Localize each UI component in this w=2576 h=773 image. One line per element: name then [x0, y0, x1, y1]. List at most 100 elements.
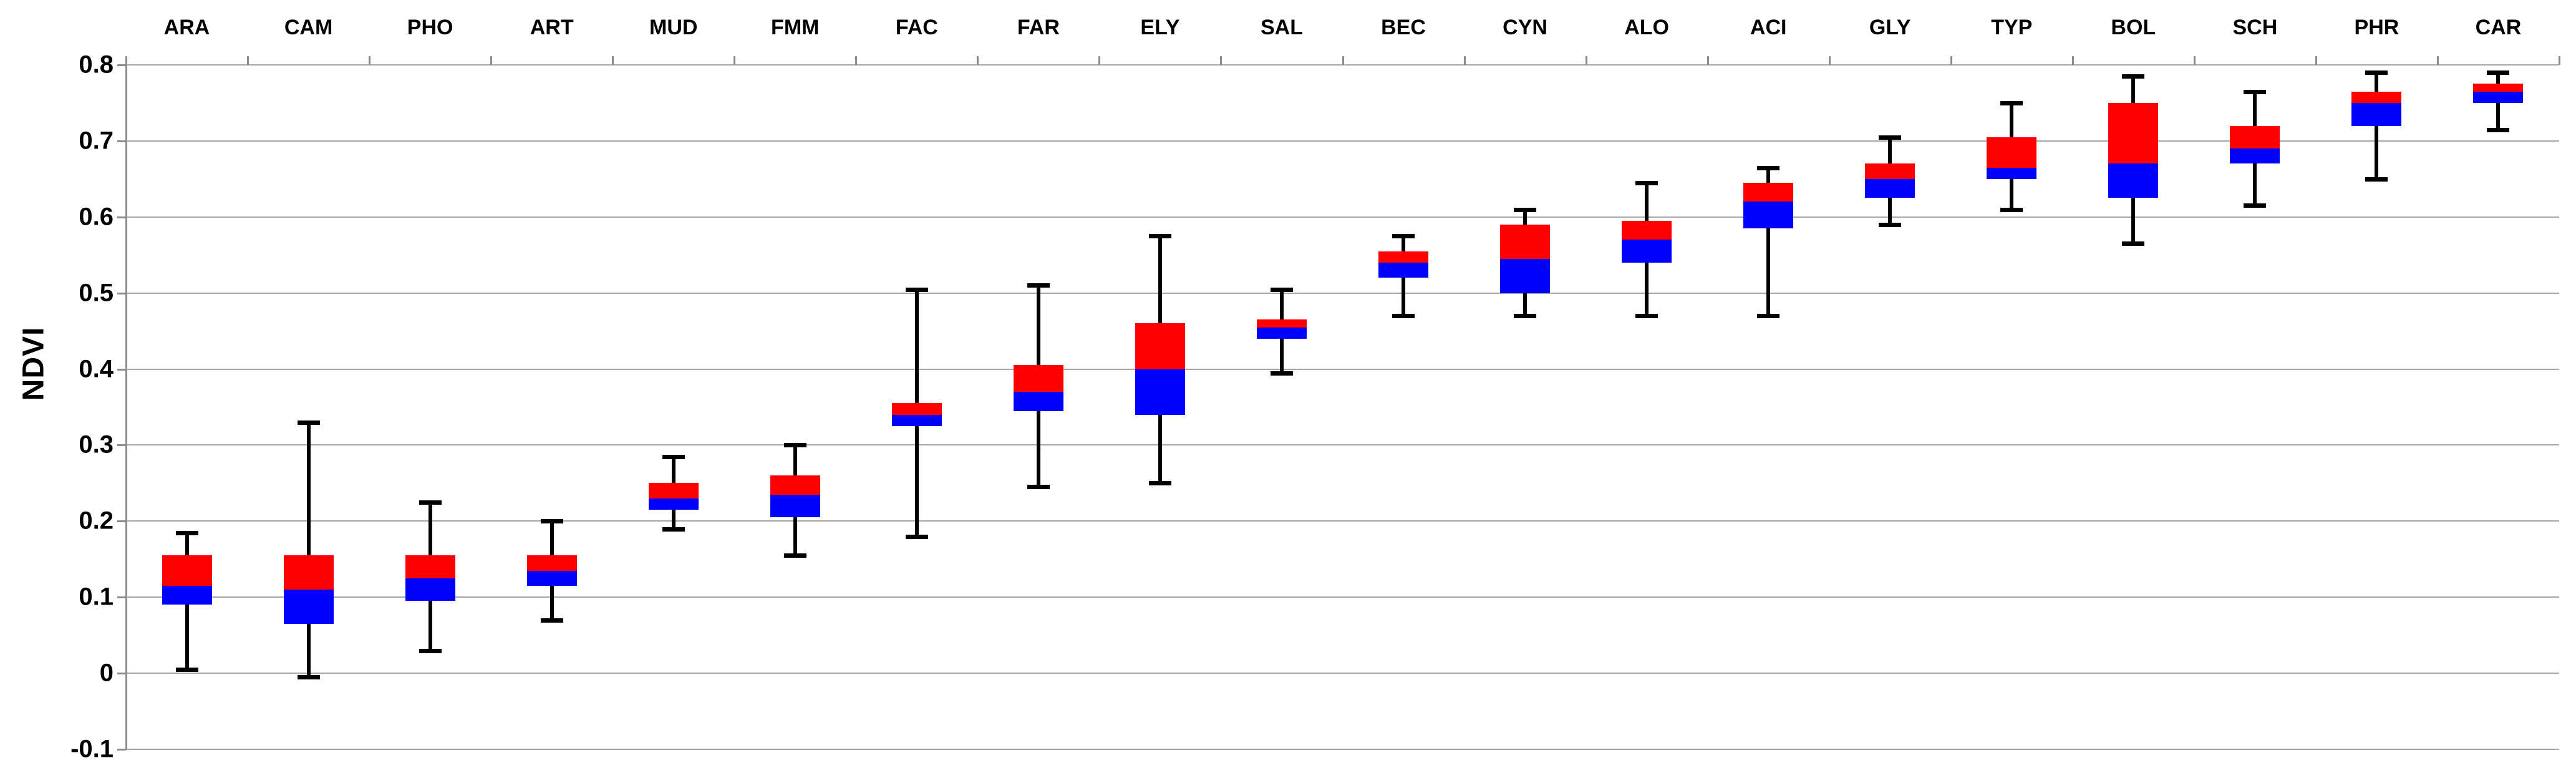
box-upper-ART: [526, 555, 577, 571]
whisker-cap-bottom-PHR: [2365, 177, 2388, 182]
box-lower-ELY: [1135, 369, 1185, 415]
category-label-PHO: PHO: [407, 16, 453, 39]
ytick-label--0.1: -0.1: [70, 735, 114, 763]
box-upper-BOL: [2108, 102, 2159, 164]
whisker-cap-bottom-ALO: [1635, 314, 1658, 319]
whisker-PHR: [2375, 72, 2379, 179]
whisker-cap-top-PHO: [419, 500, 442, 505]
box-upper-SCH: [2230, 125, 2280, 149]
y-axis-line: [125, 56, 127, 750]
box-lower-ACI: [1743, 202, 1794, 229]
y-axis-tick-0.3: [117, 444, 126, 447]
gridline-0: [126, 673, 2559, 674]
top-axis-tick-15: [1950, 56, 1952, 65]
box-upper-MUD: [648, 483, 699, 498]
category-label-BOL: BOL: [2111, 16, 2156, 39]
y-axis-tick--0.1: [117, 749, 126, 751]
box-lower-FMM: [770, 494, 820, 518]
category-label-FAC: FAC: [895, 16, 938, 39]
whisker-cap-bottom-FAR: [1027, 485, 1050, 490]
category-label-SAL: SAL: [1260, 16, 1303, 39]
gridline-0.7: [126, 140, 2559, 142]
box-upper-ALO: [1622, 220, 1672, 240]
top-axis-tick-4: [612, 56, 614, 65]
whisker-CAM: [306, 422, 311, 678]
category-label-ART: ART: [530, 16, 574, 39]
whisker-cap-top-FAR: [1027, 283, 1050, 288]
box-lower-FAC: [891, 414, 942, 426]
y-axis-tick-0.5: [117, 292, 126, 294]
whisker-cap-bottom-ELY: [1148, 481, 1171, 486]
box-upper-PHO: [405, 555, 455, 578]
box-lower-SAL: [1256, 327, 1307, 339]
whisker-cap-bottom-MUD: [662, 527, 685, 532]
whisker-cap-bottom-SAL: [1270, 371, 1293, 376]
top-axis-tick-14: [1828, 56, 1831, 65]
box-lower-ARA: [162, 585, 212, 605]
category-label-CAR: CAR: [2475, 16, 2522, 39]
top-axis-tick-16: [2071, 56, 2074, 65]
category-label-ARA: ARA: [163, 16, 210, 39]
whisker-cap-bottom-BOL: [2122, 241, 2145, 246]
whisker-cap-top-ALO: [1635, 180, 1658, 185]
y-axis-tick-0.6: [117, 216, 126, 218]
box-upper-FAR: [1013, 365, 1063, 392]
box-upper-CAM: [283, 555, 334, 590]
gridline-0.3: [126, 444, 2559, 446]
box-lower-SCH: [2230, 148, 2280, 164]
whisker-cap-top-ART: [540, 519, 563, 524]
box-lower-PHO: [405, 578, 455, 601]
whisker-cap-top-MUD: [662, 454, 685, 459]
whisker-cap-bottom-CYN: [1514, 314, 1537, 319]
category-label-CAM: CAM: [284, 16, 333, 39]
box-lower-CYN: [1500, 258, 1551, 293]
category-label-MUD: MUD: [649, 16, 698, 39]
box-lower-GLY: [1865, 178, 1915, 198]
whisker-cap-top-FMM: [783, 443, 806, 448]
top-axis-tick-3: [490, 56, 493, 65]
whisker-cap-bottom-FAC: [905, 534, 928, 539]
whisker-cap-top-CAM: [297, 420, 320, 425]
whisker-cap-top-ELY: [1148, 234, 1171, 239]
whisker-cap-bottom-ARA: [175, 668, 198, 673]
whisker-cap-top-TYP: [2000, 100, 2023, 105]
box-lower-ART: [526, 570, 577, 586]
top-axis-tick-19: [2436, 56, 2439, 65]
whisker-cap-top-CAR: [2487, 70, 2510, 75]
whisker-cap-bottom-ACI: [1757, 314, 1780, 319]
category-label-PHR: PHR: [2354, 16, 2399, 39]
category-label-SCH: SCH: [2232, 16, 2278, 39]
ytick-label-0.3: 0.3: [79, 430, 114, 459]
box-lower-FAR: [1013, 392, 1063, 411]
category-label-GLY: GLY: [1869, 16, 1911, 39]
top-axis-tick-2: [369, 56, 371, 65]
top-axis-tick-1: [247, 56, 249, 65]
category-label-FAR: FAR: [1017, 16, 1060, 39]
y-axis-tick-0.8: [117, 64, 126, 66]
whisker-cap-top-SAL: [1270, 287, 1293, 292]
y-axis-tick-0.4: [117, 368, 126, 371]
top-axis-tick-5: [734, 56, 736, 65]
ytick-label-0.4: 0.4: [79, 355, 114, 383]
ytick-label-0: 0: [99, 659, 114, 687]
box-upper-TYP: [1987, 137, 2037, 168]
category-label-FMM: FMM: [771, 16, 820, 39]
ytick-label-0.1: 0.1: [79, 583, 114, 611]
top-axis-tick-12: [1585, 56, 1587, 65]
box-upper-CAR: [2473, 84, 2524, 92]
box-lower-CAR: [2473, 91, 2524, 103]
top-axis-tick-17: [2193, 56, 2196, 65]
whisker-ACI: [1766, 167, 1771, 316]
gridline-0.6: [126, 216, 2559, 218]
box-lower-BOL: [2108, 163, 2159, 198]
category-label-ELY: ELY: [1140, 16, 1180, 39]
ytick-label-0.6: 0.6: [79, 203, 114, 231]
gridline-0.8: [126, 64, 2559, 66]
whisker-cap-bottom-FMM: [783, 553, 806, 558]
box-lower-TYP: [1987, 167, 2037, 179]
top-axis-tick-0: [125, 56, 127, 65]
category-label-CYN: CYN: [1503, 16, 1547, 39]
gridline-0.5: [126, 292, 2559, 294]
top-axis-tick-7: [977, 56, 979, 65]
